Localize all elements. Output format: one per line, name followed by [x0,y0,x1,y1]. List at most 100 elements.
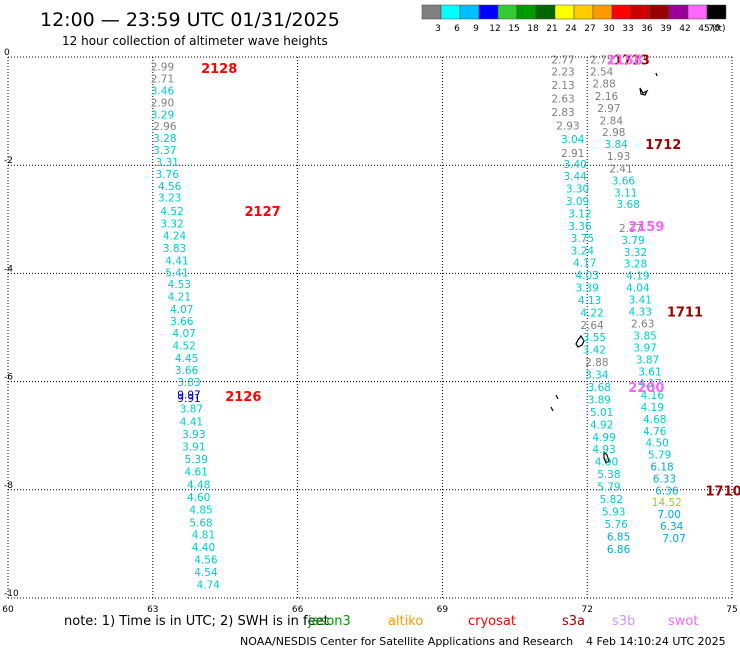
legend-swatch [706,4,727,20]
wave-height-value: 3.85 [633,331,656,343]
satellite-legend: jason3 altiko cryosat s3a s3b swot [307,614,698,629]
wave-height-value: 6.85 [607,531,630,543]
x-tick-label: 66 [292,605,304,615]
y-tick-label: -8 [4,481,13,491]
wave-height-value: 3.28 [624,259,647,271]
wave-height-value: 3.76 [156,169,180,181]
wave-height-value: 4.74 [197,579,221,591]
wave-height-value: 3.31 [156,157,179,169]
wave-height-value: 2.64 [580,320,604,332]
wave-height-value: 3.32 [160,219,183,231]
wave-height-value: 4.81 [192,530,215,542]
wave-height-value: 4.68 [643,414,666,426]
wave-height-value: 2.13 [551,80,574,92]
wave-height-value: 2.93 [556,121,579,133]
satellite-name: s3b [612,614,635,629]
legend-label: 42 [679,24,690,34]
legend-label: 70 [708,24,720,34]
wave-height-value: 5.82 [600,494,623,506]
wave-height-value: 4.21 [168,292,191,304]
pass-time-label: 1712 [645,138,681,153]
wave-height-value: 2.88 [592,79,615,91]
wave-height-value: 2.90 [151,97,174,109]
legend-swatch [630,4,651,20]
wave-height-value: 9.91 [177,393,200,405]
wave-height-value: 7.00 [658,509,681,521]
wave-height-value: 4.45 [175,353,198,365]
wave-height-value: 4.04 [626,282,650,294]
credit-text: NOAA/NESDIS Center for Satellite Applica… [240,635,573,648]
wave-height-value: 4.99 [592,432,615,444]
wave-height-value: 2.88 [585,357,608,369]
wave-height-value: 3.66 [175,365,199,377]
wave-height-value: 4.60 [187,492,210,504]
legend-swatch [440,4,461,20]
legend-swatch [516,4,537,20]
legend-swatch [687,4,708,20]
x-tick-label: 69 [437,605,449,615]
legend-swatch [611,4,632,20]
wave-height-value: 4.52 [172,340,195,352]
legend-swatch [478,4,499,20]
wave-height-value: 3.42 [583,345,606,357]
wave-height-value: 6.33 [653,473,676,485]
wave-height-value: 3.79 [621,235,644,247]
pass-time-label: 1711 [667,305,703,320]
wave-height-value: 4.07 [172,328,195,340]
wave-height-value: 4.07 [170,304,193,316]
wave-height-value: 4.41 [165,255,188,267]
wave-height-value: 3.44 [563,171,587,183]
legend-swatch [421,4,442,20]
wave-height-value: 2.77 [551,55,574,67]
legend-label: 12 [489,24,500,34]
wave-height-value: 4.92 [590,419,613,431]
axis-ticks: 60 63 66 69 72 75 0 -2 -4 -6 -8 -10 [2,48,737,615]
wave-height-value: 2.23 [551,67,574,79]
coastline-fragment [575,334,585,348]
wave-height-value: 3.75 [571,233,594,245]
wave-height-value: 4.85 [189,504,212,516]
timestamp: 4 Feb 14:10:24 UTC 2025 [586,635,726,648]
legend-label: 45 [698,24,709,34]
wave-height-value: 9.97 [177,390,200,402]
legend-label: 36 [641,24,653,34]
wave-height-value: 4.52 [160,206,183,218]
legend-swatch [592,4,613,20]
wave-height-value: 5.79 [597,482,620,494]
wave-height-value: 4.76 [643,426,667,438]
wave-height-value: 3.23 [158,193,181,205]
x-tick-label: 63 [147,605,158,615]
coastline [550,72,658,464]
wave-height-value: 3.46 [151,86,175,98]
wave-height-value: 3.55 [583,332,606,344]
wave-height-value: 4.93 [592,444,615,456]
wave-height-value: 2.71 [151,74,174,86]
wave-height-value: 5.38 [597,469,620,481]
legend-label: 15 [508,24,519,34]
wave-height-value: 5.41 [165,267,188,279]
pass-time-label: 2127 [245,205,281,220]
legend-swatch [497,4,518,20]
satellite-name: altiko [388,614,423,629]
legend-swatch [668,4,689,20]
wave-height-value: 3.12 [568,208,591,220]
wave-height-value: 4.54 [194,567,218,579]
wave-height-value: 2.98 [602,127,625,139]
wave-height-value: 6.34 [660,521,684,533]
x-tick-label: 60 [2,605,14,615]
wave-height-value: 2.75 [590,55,613,67]
wave-height-value: 2.97 [597,103,620,115]
wave-height-value: 3.32 [624,247,647,259]
wave-height-value: 3.30 [566,183,589,195]
wave-height-value: 6.36 [655,485,679,497]
wave-height-value: 2.54 [590,67,614,79]
satellite-name: cryosat [468,614,516,629]
wave-height-value: 3.83 [177,377,200,389]
wave-height-value: 5.68 [189,517,212,529]
pass-time-label: 2200 [628,381,664,396]
wave-height-value: 2.63 [631,319,654,331]
wave-height-value: 7.07 [662,533,685,545]
wave-height-value: 3.28 [153,133,176,145]
